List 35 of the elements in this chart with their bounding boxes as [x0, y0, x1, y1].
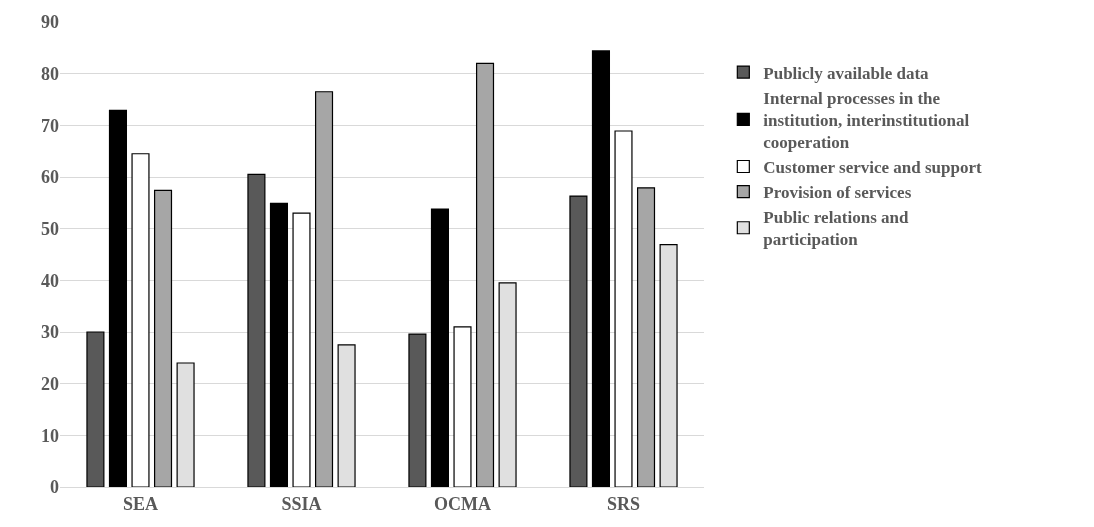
legend-label: Customer service and support [763, 158, 982, 178]
y-tick-label: 20 [41, 373, 59, 394]
x-tick-label: OCMA [434, 493, 491, 514]
y-tick-label: 70 [41, 115, 59, 136]
legend-label: Public relations and participation [763, 208, 910, 250]
y-tick-label: 50 [41, 218, 59, 239]
y-tick-label: 10 [41, 425, 59, 446]
y-tick-label: 0 [50, 477, 59, 498]
y-tick-label: 80 [41, 63, 59, 84]
bar [591, 50, 611, 487]
y-tick-label: 90 [41, 12, 59, 33]
legend-label: Internal processes in the institution, interinstitutional cooperation [763, 88, 970, 153]
x-tick-label: SSIA [281, 493, 322, 514]
y-tick-label: 60 [41, 167, 59, 188]
bar [292, 212, 311, 487]
x-tick-label: SEA [122, 493, 159, 514]
bar [569, 195, 588, 487]
bar [314, 91, 334, 487]
legend-label: Publicly available data [763, 63, 930, 83]
x-tick-label: SRS [606, 493, 641, 514]
bar [108, 109, 128, 487]
legend-label: Provision of services [763, 183, 912, 203]
bar [153, 189, 173, 487]
bar [430, 208, 450, 487]
bar [475, 62, 495, 487]
bar [636, 187, 656, 487]
bar [269, 202, 289, 487]
y-tick-label: 40 [41, 270, 59, 291]
y-tick-label: 30 [41, 322, 59, 343]
bar [131, 153, 150, 487]
bar [453, 326, 472, 487]
bar [86, 331, 105, 487]
bar [614, 130, 633, 487]
bar [408, 333, 427, 487]
bar [247, 173, 266, 487]
